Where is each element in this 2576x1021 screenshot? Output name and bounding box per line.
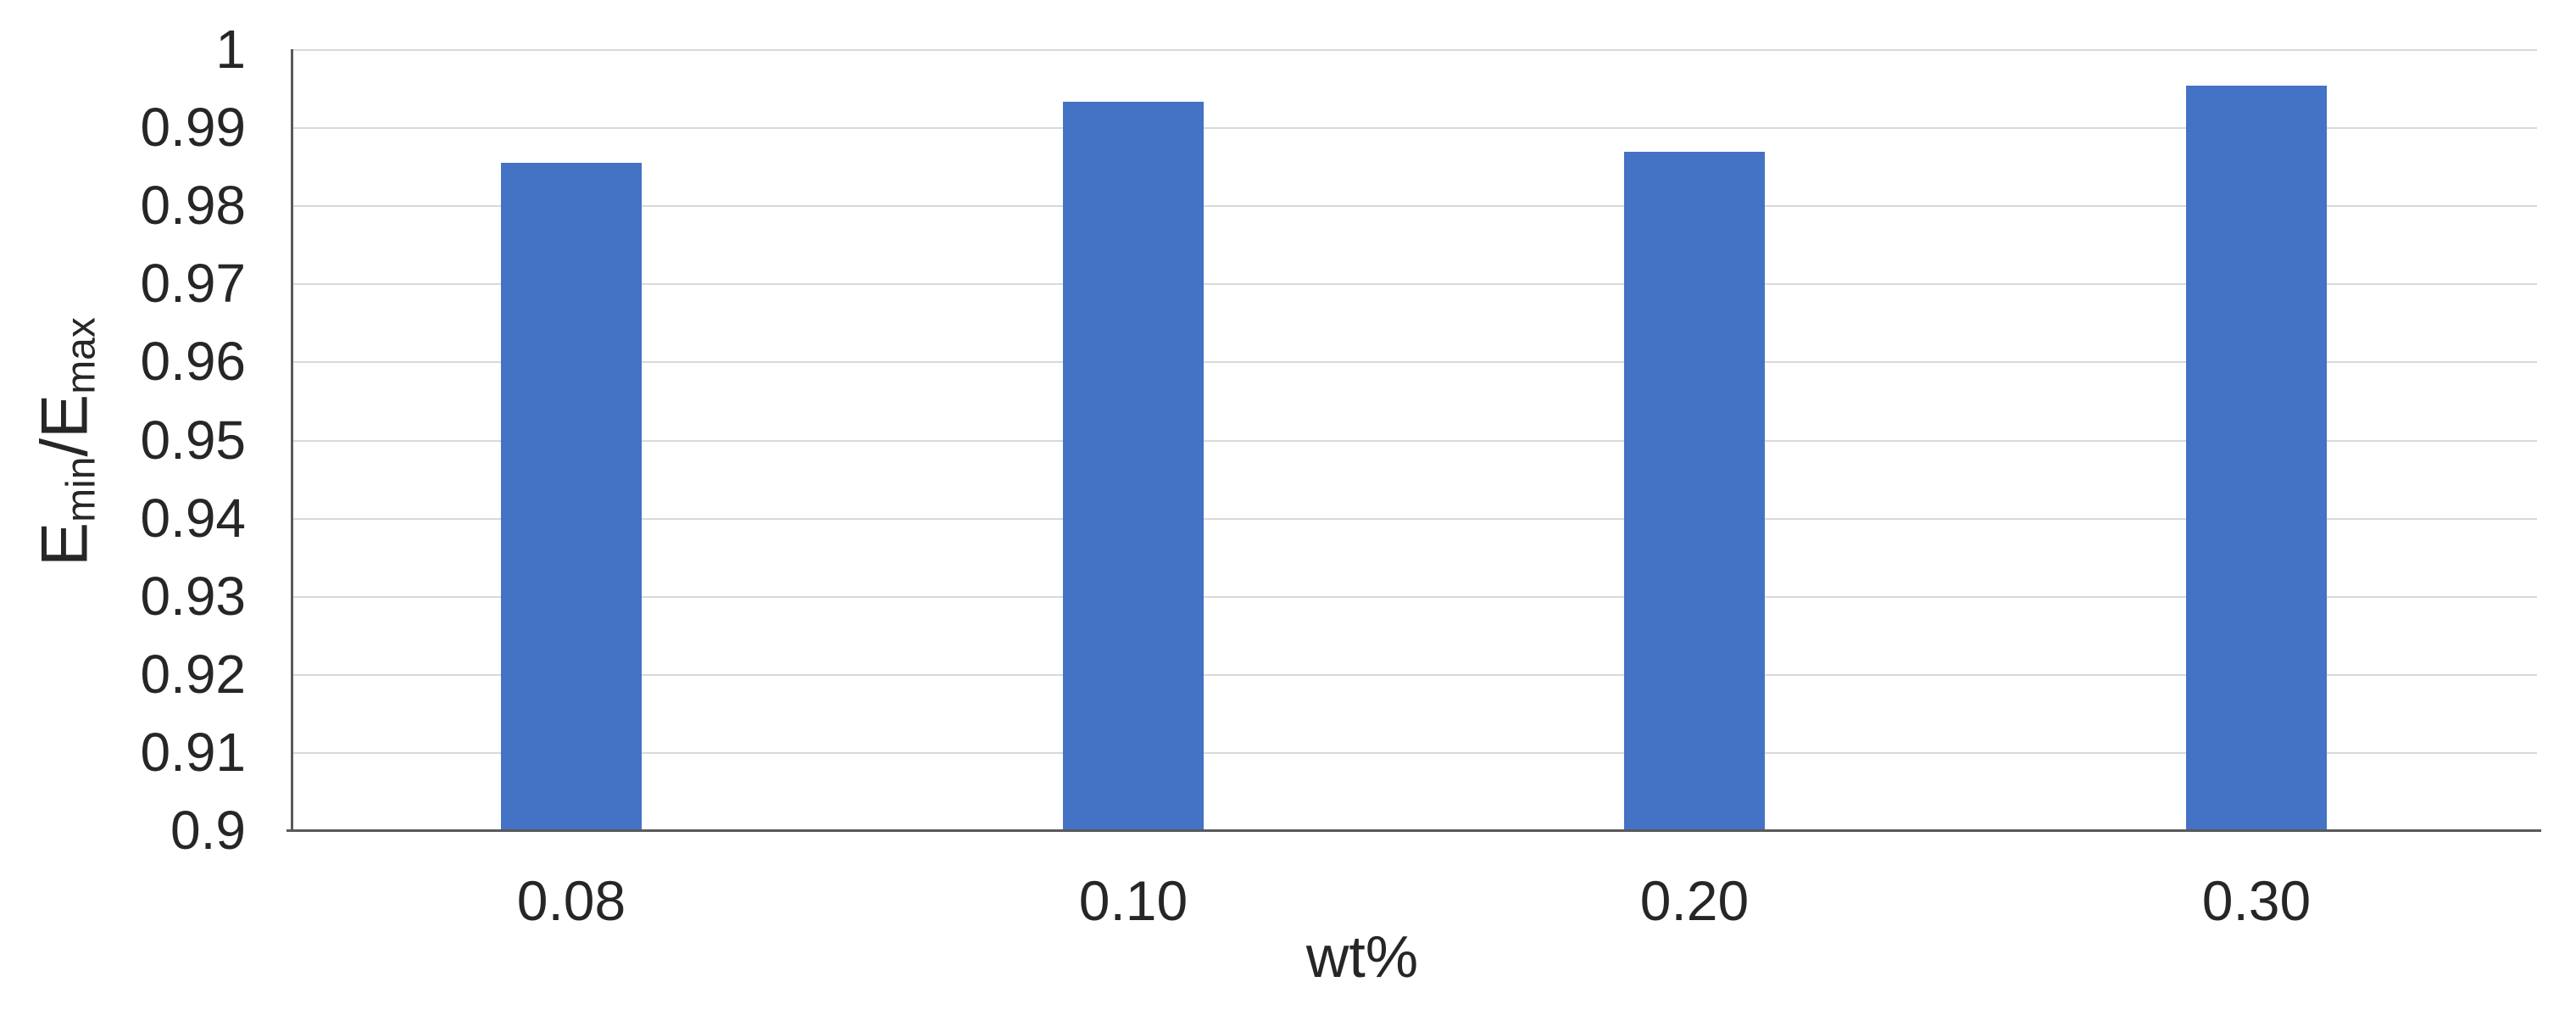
plot-area (291, 49, 2537, 830)
y-axis-title-subscript: min (58, 456, 104, 522)
y-tick-label: 0.93 (140, 566, 246, 627)
y-tick-label: 0.92 (140, 644, 246, 705)
gridline (291, 752, 2537, 754)
x-tick-label: 0.30 (2201, 869, 2312, 932)
bar (501, 163, 642, 830)
x-axis-line (287, 829, 2541, 832)
gridline (291, 440, 2537, 442)
gridline (291, 127, 2537, 129)
y-axis-title-subscript: max (58, 317, 104, 394)
gridline (291, 518, 2537, 520)
y-axis-title-text: /E (26, 393, 102, 457)
y-tick-label: 0.96 (140, 331, 246, 392)
gridline (291, 49, 2537, 51)
gridline (291, 596, 2537, 598)
gridline (291, 361, 2537, 363)
bar (1624, 152, 1765, 830)
y-tick-label: 1 (215, 19, 246, 80)
x-axis-title: wt% (1305, 923, 1419, 990)
x-tick-label: 0.20 (1639, 869, 1750, 932)
x-tick-label: 0.10 (1078, 869, 1188, 932)
y-axis-title: Emin/Emax (27, 317, 116, 566)
y-tick-label: 0.99 (140, 97, 246, 158)
gridline (291, 283, 2537, 285)
y-tick-label: 0.95 (140, 410, 246, 471)
y-tick-label: 0.94 (140, 488, 246, 549)
gridline (291, 205, 2537, 207)
gridline (291, 674, 2537, 676)
bar (2186, 86, 2327, 830)
y-tick-label: 0.91 (140, 722, 246, 783)
y-tick-label: 0.9 (170, 800, 246, 861)
y-axis-title-text: E (26, 522, 102, 566)
x-tick-label: 0.08 (516, 869, 626, 932)
bar (1063, 102, 1204, 830)
y-tick-label: 0.98 (140, 175, 246, 236)
y-axis-line (291, 49, 293, 832)
y-tick-label: 0.97 (140, 253, 246, 314)
